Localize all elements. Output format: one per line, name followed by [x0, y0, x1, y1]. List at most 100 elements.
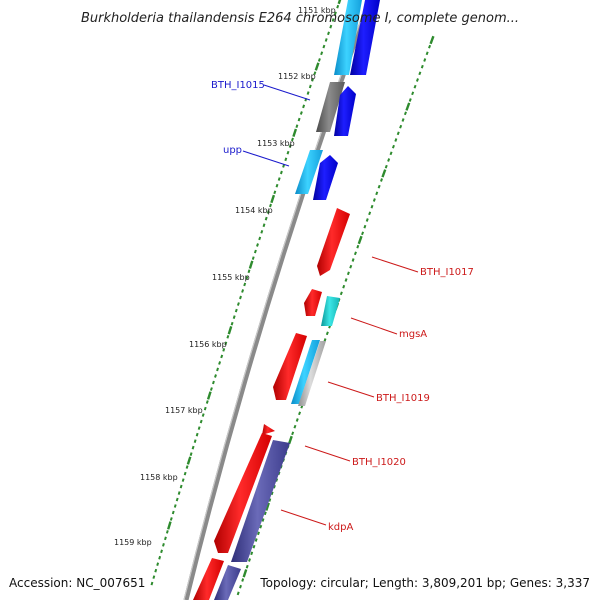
inner-tick-57 [295, 418, 299, 422]
outer-tick-26 [279, 170, 283, 175]
outer-tick-81 [165, 530, 169, 534]
inner-tick-24 [372, 198, 376, 202]
leader-bth-i1015 [263, 84, 311, 101]
outer-tick-16 [302, 104, 306, 109]
gene-label-mgsa[interactable]: mgsA [399, 329, 427, 340]
inner-tick-60 [287, 435, 293, 445]
outer-tick-88 [152, 575, 156, 579]
inner-tick-78 [248, 558, 251, 562]
outer-tick-79 [169, 517, 173, 521]
outer-tick-40 [248, 260, 254, 269]
cds-upp-cyan[interactable] [295, 150, 323, 194]
inner-tick-8 [411, 91, 415, 96]
inner-tick-21 [380, 178, 383, 182]
cds-forward-1151-cyan[interactable] [334, 0, 362, 75]
outer-tick-59 [209, 387, 213, 391]
outer-tick-13 [308, 84, 312, 89]
gene-label-bth-i1020[interactable]: BTH_I1020 [352, 457, 406, 468]
outer-tick-51 [226, 334, 230, 339]
outer-tick-37 [256, 243, 259, 247]
outer-tick-34 [262, 223, 266, 228]
outer-tick-14 [306, 91, 310, 95]
outer-tick-47 [234, 308, 238, 313]
inner-tick-4 [420, 64, 424, 69]
cds-bottom-purple[interactable] [214, 565, 241, 600]
cds-mgsa-teal[interactable] [321, 296, 340, 326]
gene-labels: BTH_I1015 upp BTH_I1017 mgsA BTH_I1019 B… [211, 80, 474, 533]
cds-bottom-red[interactable] [193, 558, 224, 600]
cds-bth-i1019-red[interactable] [273, 333, 307, 400]
tick-label-1159: 1159 kbp [114, 538, 152, 547]
gene-label-bth-i1017[interactable]: BTH_I1017 [420, 267, 474, 278]
outer-tick-70 [186, 456, 192, 465]
inner-tick-7 [413, 84, 417, 89]
outer-tick-11 [313, 71, 317, 76]
outer-tick-66 [195, 432, 199, 437]
outer-tick-60 [206, 391, 212, 400]
inner-tick-30 [357, 235, 363, 245]
cds-mgsa-red[interactable] [304, 289, 322, 316]
outer-tick-78 [171, 510, 175, 515]
cds-bth-i1015-gray[interactable] [316, 82, 345, 132]
cds-upp-blue[interactable] [313, 155, 338, 200]
outer-tick-52 [224, 341, 228, 346]
outer-tick-30 [270, 194, 276, 204]
outer-tick-arc [150, 0, 342, 586]
inner-tick-9 [408, 98, 412, 102]
reverse-strand-features [193, 208, 350, 600]
outer-tick-84 [160, 549, 163, 554]
inner-tick-17 [389, 151, 393, 156]
cds-bth-i1020[interactable] [262, 424, 275, 435]
inner-tick-69 [268, 498, 272, 502]
inner-tick-58 [293, 424, 297, 429]
inner-tick-34 [349, 264, 353, 269]
outer-tick-4 [329, 24, 333, 29]
inner-tick-18 [387, 158, 391, 162]
outer-tick-48 [232, 315, 236, 320]
outer-tick-3 [331, 18, 335, 22]
tick-label-1158: 1158 kbp [140, 473, 178, 482]
cds-bth-i1017[interactable] [317, 208, 350, 276]
inner-tick-75 [254, 538, 258, 542]
outer-tick-1 [336, 4, 340, 9]
inner-tick-66 [275, 478, 279, 482]
outer-tick-0 [337, 0, 342, 5]
inner-tick-11 [403, 111, 407, 116]
gene-label-bth-i1019[interactable]: BTH_I1019 [376, 393, 430, 404]
outer-tick-19 [295, 124, 299, 129]
inner-tick-71 [263, 511, 267, 516]
inner-tick-14 [396, 131, 400, 136]
cds-bth-i1015-blue[interactable] [334, 86, 356, 136]
inner-tick-29 [361, 231, 365, 236]
cds-kdpa-purple[interactable] [231, 440, 290, 562]
inner-tick-28 [363, 224, 367, 229]
inner-tick-25 [370, 204, 374, 209]
tick-label-1155: 1155 kbp [212, 273, 250, 282]
outer-tick-8 [320, 51, 324, 56]
inner-tick-37 [342, 284, 346, 289]
inner-tick-35 [346, 271, 350, 276]
inner-tick-68 [270, 491, 274, 496]
inner-tick-82 [239, 584, 242, 589]
inner-tick-81 [241, 578, 245, 582]
tick-label-1156: 1156 kbp [189, 340, 227, 349]
outer-tick-56 [216, 367, 219, 372]
cds-kdpa-red[interactable] [214, 433, 272, 553]
outer-tick-39 [251, 256, 255, 260]
outer-tick-35 [260, 229, 264, 234]
inner-tick-70 [265, 502, 270, 511]
gene-label-kdpa[interactable]: kdpA [328, 522, 353, 533]
gene-label-upp[interactable]: upp [223, 145, 242, 156]
outer-tick-72 [183, 471, 187, 476]
inner-tick-26 [368, 211, 372, 216]
cds-bth-i1019-cyan[interactable] [291, 340, 320, 404]
outer-tick-65 [197, 426, 201, 430]
inner-tick-56 [298, 411, 302, 416]
outer-tick-80 [167, 521, 172, 530]
outer-tick-25 [282, 164, 286, 168]
cds-bth-i1019-lightgray[interactable] [298, 341, 326, 406]
gene-label-bth-i1015[interactable]: BTH_I1015 [211, 80, 265, 91]
forward-strand-features [295, 0, 380, 200]
outer-tick-57 [214, 374, 217, 378]
cds-forward-1151-blue[interactable] [350, 0, 380, 75]
